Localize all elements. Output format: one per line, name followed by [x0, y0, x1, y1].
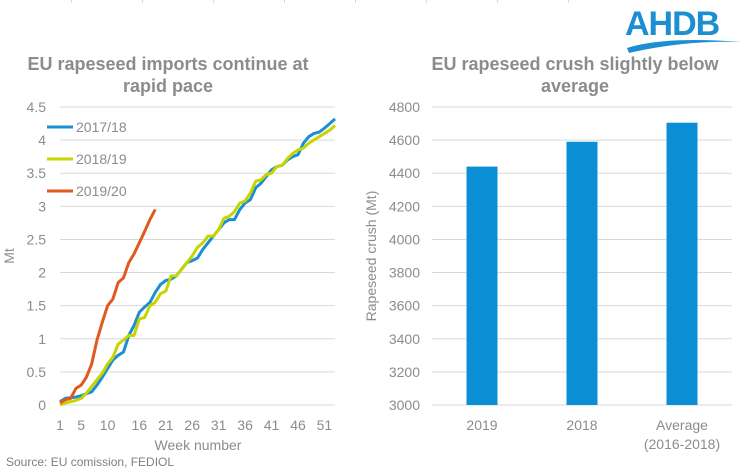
y-tick-label: 3.5 [27, 165, 47, 181]
series-line-2019-20 [59, 208, 157, 405]
x-tick-label: 2018 [566, 417, 597, 433]
y-tick-label: 4000 [389, 231, 420, 247]
source-note: Source: EU comission, FEDIOL [6, 455, 175, 469]
x-tick-label: (2016-2018) [644, 436, 720, 452]
y-tick-label: 0 [38, 397, 46, 413]
y-tick-label: 3400 [389, 331, 420, 347]
y-tick-label: 2 [38, 265, 46, 281]
x-tick-label: 41 [264, 417, 280, 433]
x-tick-label: 5 [77, 417, 85, 433]
y-tick-label: 3600 [389, 298, 420, 314]
y-tick-label: 4400 [389, 165, 420, 181]
logo-swoosh-icon [627, 40, 741, 53]
x-axis-label: Week number [155, 437, 242, 453]
x-tick-label: 16 [132, 417, 148, 433]
x-tick-label: 21 [158, 417, 174, 433]
y-tick-label: 4.5 [27, 99, 47, 115]
x-tick-label: 31 [211, 417, 227, 433]
ahdb-logo: AHDB [625, 4, 743, 54]
x-tick-label: 1 [56, 417, 64, 433]
y-tick-label: 3000 [389, 397, 420, 413]
legend-label: 2017/18 [76, 119, 127, 135]
x-tick-label: 10 [100, 417, 116, 433]
chart-title: EU rapeseed crush slightly below [431, 54, 719, 74]
x-tick-label: 46 [290, 417, 306, 433]
chart-title: rapid pace [123, 76, 213, 96]
y-tick-label: 0.5 [27, 364, 47, 380]
y-axis-label: Mt [1, 248, 17, 264]
y-tick-label: 1 [38, 331, 46, 347]
legend-label: 2018/19 [76, 151, 127, 167]
y-tick-label: 4 [38, 132, 46, 148]
bar-2019 [466, 166, 498, 405]
chart-title: average [541, 76, 609, 96]
bar-2018 [566, 141, 598, 405]
x-tick-label: 51 [317, 417, 333, 433]
logo-text: AHDB [625, 5, 720, 43]
y-tick-label: 3 [38, 198, 46, 214]
series-line-2018-19 [59, 124, 336, 407]
y-tick-label: 4800 [389, 99, 420, 115]
y-tick-label: 4200 [389, 198, 420, 214]
x-tick-label: 26 [184, 417, 200, 433]
y-tick-label: 4600 [389, 132, 420, 148]
legend-label: 2019/20 [76, 183, 127, 199]
top-edge-ticks [0, 0, 745, 3]
y-tick-label: 3200 [389, 364, 420, 380]
x-tick-label: 36 [237, 417, 253, 433]
y-axis-label: Rapeseed crush (Mt) [363, 191, 379, 322]
y-tick-label: 2.5 [27, 231, 47, 247]
y-tick-label: 1.5 [27, 298, 47, 314]
x-tick-label: Average [656, 417, 708, 433]
y-tick-label: 3800 [389, 265, 420, 281]
bar-average [666, 122, 698, 405]
x-tick-label: 2019 [466, 417, 497, 433]
chart-title: EU rapeseed imports continue at [27, 54, 308, 74]
